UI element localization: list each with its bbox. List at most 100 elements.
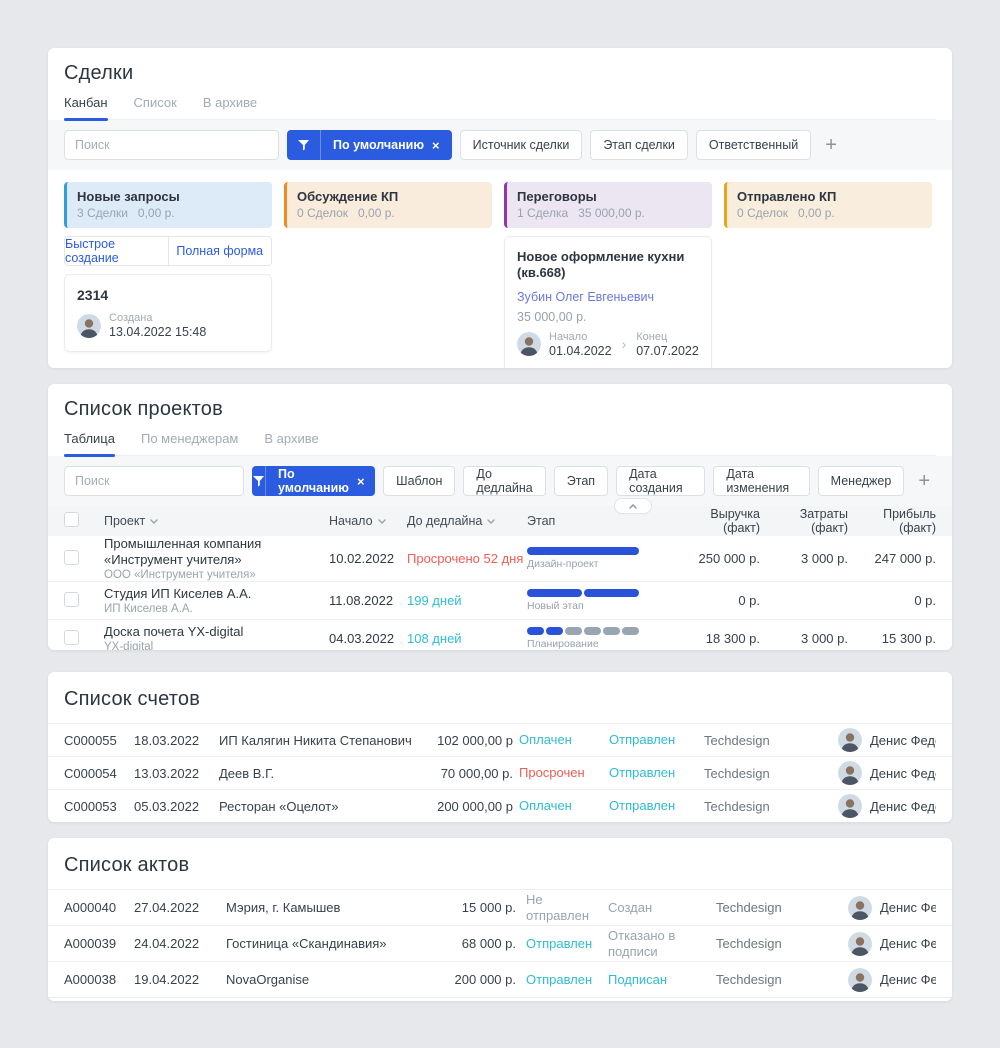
act-row[interactable]: A000039 24.04.2022 Гостиница «Скандинави… bbox=[48, 926, 952, 962]
project-row[interactable]: Промышленная компания «Инструмент учител… bbox=[48, 536, 952, 583]
projects-toolbar: По умолчанию × Шаблон До дедлайна Этап Д… bbox=[48, 456, 952, 506]
tab-kanban[interactable]: Канбан bbox=[64, 95, 108, 121]
add-filter-icon[interactable]: + bbox=[918, 470, 930, 492]
tab-list[interactable]: Список bbox=[133, 95, 177, 110]
chip-manager[interactable]: Менеджер bbox=[817, 466, 905, 496]
chip-created[interactable]: Дата создания bbox=[616, 466, 706, 496]
project-row[interactable]: Студия ИП Киселев А.А. ИП Киселев А.А. 1… bbox=[48, 582, 952, 621]
project-profit: 0 р. bbox=[914, 593, 936, 609]
header-project[interactable]: Проект bbox=[104, 514, 329, 528]
stage-progress-bar bbox=[527, 627, 639, 636]
invoice-number[interactable]: C000054 bbox=[64, 765, 117, 781]
deals-search-input[interactable] bbox=[64, 130, 279, 160]
collapse-table-button[interactable] bbox=[614, 498, 652, 514]
deals-filter-button[interactable]: По умолчанию × bbox=[287, 130, 452, 160]
avatar bbox=[848, 931, 872, 956]
invoice-manager: Денис Федоренко bbox=[870, 798, 936, 814]
invoice-number[interactable]: C000055 bbox=[64, 732, 117, 748]
stage-progress-bar bbox=[527, 589, 639, 598]
act-number[interactable]: A000039 bbox=[64, 936, 117, 951]
full-form-button[interactable]: Полная форма bbox=[168, 236, 272, 266]
row-checkbox[interactable] bbox=[64, 549, 79, 565]
tab-table[interactable]: Таблица bbox=[64, 431, 115, 457]
chip-deadline[interactable]: До дедлайна bbox=[463, 466, 546, 496]
act-date: 27.04.2022 bbox=[134, 900, 200, 915]
project-row[interactable]: Доска почета YX-digital YX-digital 04.03… bbox=[48, 620, 952, 650]
add-filter-icon[interactable]: + bbox=[825, 134, 837, 156]
column-sum: 35 000,00 р. bbox=[578, 206, 645, 220]
tab-archive[interactable]: В архиве bbox=[264, 431, 319, 446]
header-start[interactable]: Начало bbox=[329, 514, 407, 528]
act-manager: Денис Федор… bbox=[880, 900, 936, 915]
act-manager: Денис Федор… bbox=[880, 936, 936, 951]
filter-close-icon[interactable]: × bbox=[432, 137, 440, 153]
avatar bbox=[848, 895, 872, 920]
acts-section: Список актов A000040 27.04.2022 Мэрия, г… bbox=[48, 838, 952, 1001]
projects-search-input[interactable] bbox=[64, 466, 244, 496]
created-date: 13.04.2022 15:48 bbox=[109, 325, 207, 339]
invoice-date: 18.03.2022 bbox=[134, 732, 200, 748]
project-costs: 3 000 р. bbox=[801, 631, 848, 647]
header-profit[interactable]: Прибыль (факт) bbox=[883, 507, 936, 535]
deal-card[interactable]: 2314 Создана 13.04.2022 15:48 bbox=[64, 274, 272, 352]
invoice-date: 13.03.2022 bbox=[134, 765, 200, 781]
kanban-column-new: Новые запросы 3 Сделки 0,00 р. Быстрое с… bbox=[64, 182, 272, 368]
tab-by-managers[interactable]: По менеджерам bbox=[140, 431, 239, 446]
chip-deal-stage[interactable]: Этап сделки bbox=[590, 130, 688, 160]
invoice-row[interactable]: C000054 13.03.2022 Деев В.Г. 70 000,00 р… bbox=[48, 757, 952, 790]
chip-template[interactable]: Шаблон bbox=[383, 466, 456, 496]
avatar bbox=[517, 332, 541, 356]
project-deadline: 108 дней bbox=[407, 631, 462, 647]
chip-responsible[interactable]: Ответственный bbox=[695, 130, 812, 160]
row-checkbox[interactable] bbox=[64, 629, 79, 645]
end-date: 07.07.2022 bbox=[636, 343, 699, 358]
stage-label: Планирование bbox=[527, 638, 599, 650]
quick-create-button[interactable]: Быстрое создание bbox=[64, 236, 169, 266]
kanban-column-header[interactable]: Новые запросы 3 Сделки 0,00 р. bbox=[64, 182, 272, 228]
header-revenue[interactable]: Выручка (факт) bbox=[710, 507, 760, 535]
act-number[interactable]: A000038 bbox=[64, 972, 117, 987]
invoice-send-status: Отправлен bbox=[609, 732, 676, 748]
invoice-company: Techdesign bbox=[704, 765, 770, 781]
tab-archive[interactable]: В архиве bbox=[202, 95, 258, 110]
chip-deal-source[interactable]: Источник сделки bbox=[459, 130, 583, 160]
project-name[interactable]: Промышленная компания «Инструмент учител… bbox=[104, 536, 262, 567]
deal-number: 2314 bbox=[77, 287, 109, 303]
chip-stage[interactable]: Этап bbox=[553, 466, 609, 496]
deal-card[interactable]: Новое оформление кухни (кв.668) Зубин Ол… bbox=[504, 236, 712, 368]
deal-contact-link[interactable]: Зубин Олег Евгеньевич bbox=[517, 289, 655, 304]
header-stage[interactable]: Этап bbox=[527, 514, 556, 528]
kanban-column-header[interactable]: Переговоры 1 Сделка 35 000,00 р. bbox=[504, 182, 712, 228]
invoice-row[interactable]: C000055 18.03.2022 ИП Калягин Никита Сте… bbox=[48, 724, 952, 757]
header-costs[interactable]: Затраты (факт) bbox=[799, 507, 848, 535]
act-company: Techdesign bbox=[716, 972, 782, 987]
chip-modified[interactable]: Дата изменения bbox=[713, 466, 810, 496]
project-name[interactable]: Студия ИП Киселев А.А. bbox=[104, 585, 252, 601]
kanban-column-header[interactable]: Отправлено КП 0 Сделок 0,00 р. bbox=[724, 182, 932, 228]
column-title: Обсуждение КП bbox=[297, 189, 399, 204]
column-stats: 1 Сделка 35 000,00 р. bbox=[517, 206, 702, 220]
invoice-row[interactable]: C000053 05.03.2022 Ресторан «Оцелот» 200… bbox=[48, 790, 952, 822]
project-profit: 15 300 р. bbox=[881, 631, 936, 647]
kanban-column-header[interactable]: Обсуждение КП 0 Сделок 0,00 р. bbox=[284, 182, 492, 228]
act-number[interactable]: A000040 bbox=[64, 900, 117, 915]
project-name[interactable]: Доска почета YX-digital bbox=[104, 623, 244, 639]
row-checkbox[interactable] bbox=[64, 591, 79, 607]
invoice-number[interactable]: C000053 bbox=[64, 798, 117, 814]
select-all-checkbox[interactable] bbox=[64, 512, 79, 527]
sort-caret-icon bbox=[377, 518, 386, 524]
invoice-client: Ресторан «Оцелот» bbox=[219, 798, 339, 814]
acts-title: Список актов bbox=[64, 854, 190, 876]
deals-section: Сделки Канбан Список В архиве По умолчан… bbox=[48, 48, 952, 368]
deals-filter-label: По умолчанию bbox=[333, 138, 425, 152]
filter-close-icon[interactable]: × bbox=[356, 473, 365, 489]
sort-caret-icon bbox=[150, 518, 158, 524]
column-stats: 0 Сделок 0,00 р. bbox=[297, 206, 482, 220]
header-deadline[interactable]: До дедлайна bbox=[407, 514, 527, 528]
act-manager: Денис Федор… bbox=[880, 972, 936, 987]
act-row[interactable]: A000038 19.04.2022 NovaOrganise 200 000 … bbox=[48, 962, 952, 998]
project-company: ИП Киселев А.А. bbox=[104, 603, 193, 616]
projects-filter-button[interactable]: По умолчанию × bbox=[252, 466, 376, 496]
invoices-section: Список счетов C000055 18.03.2022 ИП Каля… bbox=[48, 672, 952, 822]
act-row[interactable]: A000040 27.04.2022 Мэрия, г. Камышев 15 … bbox=[48, 890, 952, 926]
